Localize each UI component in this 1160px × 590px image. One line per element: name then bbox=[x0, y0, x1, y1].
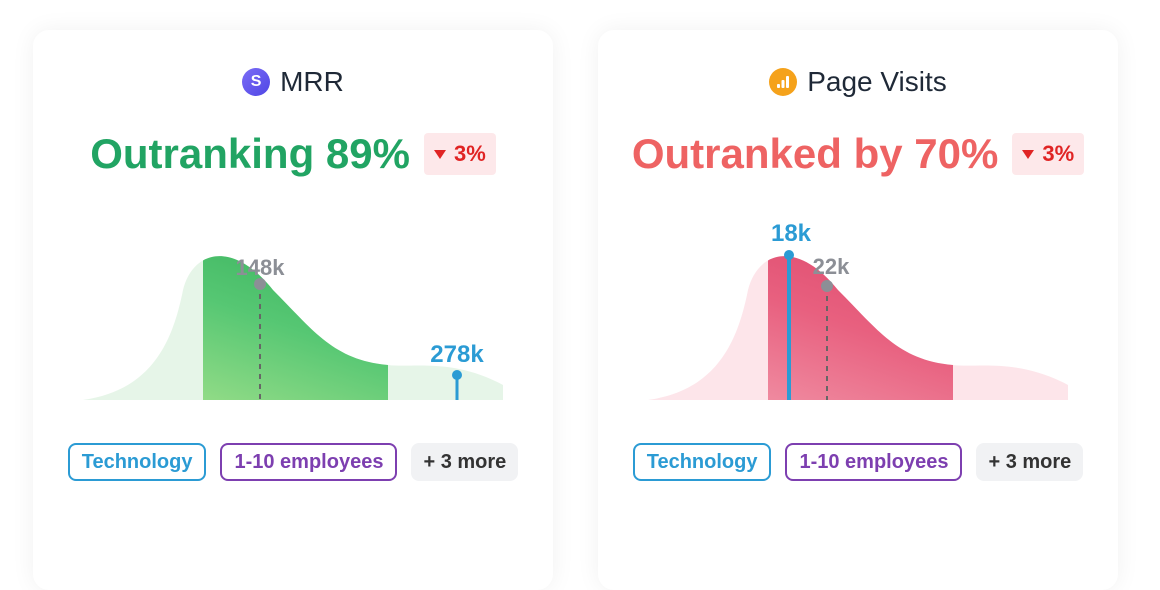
card-header: Page Visits bbox=[598, 66, 1118, 98]
distribution-area-highlight bbox=[203, 256, 388, 400]
card-header: S MRR bbox=[33, 66, 553, 98]
google-analytics-icon bbox=[769, 68, 798, 96]
median-label: 22k bbox=[813, 254, 850, 279]
metric-card-page-visits: Page Visits Outranked by 70% 3% 22k 18k … bbox=[598, 30, 1118, 590]
tag-list: Technology 1-10 employees + 3 more bbox=[33, 443, 553, 481]
metric-card-mrr: S MRR Outranking 89% 3% 148k 278k Techno… bbox=[33, 30, 553, 590]
median-dot bbox=[821, 280, 833, 292]
change-badge: 3% bbox=[423, 133, 496, 175]
ranking-text: Outranked by 70% bbox=[631, 130, 999, 177]
distribution-chart: 148k 278k bbox=[83, 255, 503, 400]
value-dot bbox=[784, 250, 794, 260]
triangle-down-icon bbox=[1022, 149, 1035, 159]
change-value: 3% bbox=[1042, 141, 1075, 166]
tag-technology[interactable]: Technology bbox=[67, 443, 207, 481]
tag-list: Technology 1-10 employees + 3 more bbox=[598, 443, 1118, 481]
value-dot bbox=[452, 370, 462, 380]
distribution-chart: 22k 18k bbox=[648, 220, 1068, 400]
ranking-row: Outranked by 70% 3% bbox=[598, 130, 1118, 178]
tag-employees[interactable]: 1-10 employees bbox=[785, 443, 963, 481]
tag-technology[interactable]: Technology bbox=[632, 443, 772, 481]
metric-name: MRR bbox=[280, 66, 344, 97]
tag-more[interactable]: + 3 more bbox=[411, 443, 519, 481]
triangle-down-icon bbox=[433, 149, 446, 159]
change-value: 3% bbox=[453, 141, 486, 166]
tag-employees[interactable]: 1-10 employees bbox=[220, 443, 398, 481]
median-label: 148k bbox=[236, 255, 286, 280]
distribution-area-highlight bbox=[768, 256, 953, 400]
value-label: 18k bbox=[771, 220, 812, 247]
tag-more[interactable]: + 3 more bbox=[976, 443, 1084, 481]
metric-name: Page Visits bbox=[807, 66, 947, 97]
median-dot bbox=[254, 278, 266, 290]
value-label: 278k bbox=[430, 341, 484, 368]
ranking-row: Outranking 89% 3% bbox=[33, 130, 553, 178]
change-badge: 3% bbox=[1012, 133, 1085, 175]
stripe-icon: S bbox=[242, 68, 271, 96]
ranking-text: Outranking 89% bbox=[90, 130, 410, 177]
